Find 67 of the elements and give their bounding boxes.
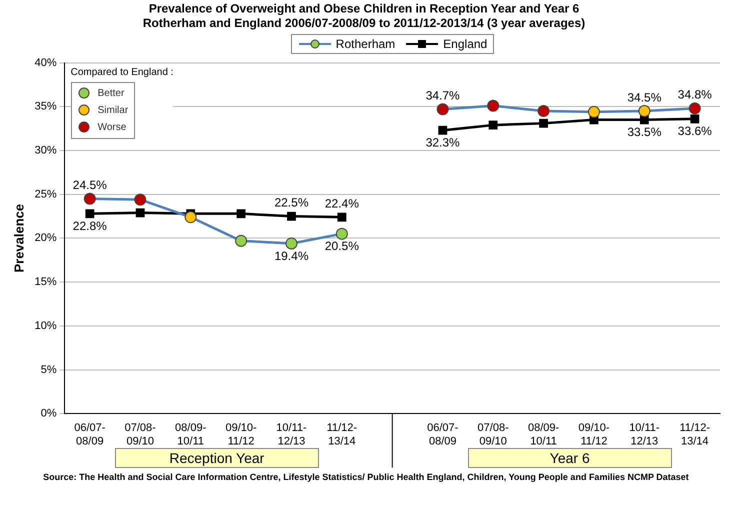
y-tick-label: 30%	[34, 144, 57, 157]
data-label: 33.6%	[678, 124, 712, 138]
point	[538, 105, 550, 118]
legend-label: Similar	[98, 104, 128, 116]
point	[436, 103, 449, 116]
x-tick-label: 11/12-13/14	[326, 422, 358, 448]
data-label: 22.4%	[324, 196, 360, 210]
x-tick-label: 06/07-08/09	[427, 422, 459, 448]
data-label: 33.5%	[627, 125, 662, 140]
x-tick-label: 08/09-10/11	[528, 422, 560, 448]
point	[539, 118, 548, 128]
point	[638, 105, 650, 118]
point	[136, 208, 145, 218]
x-tick-label: 07/08-09/10	[124, 422, 156, 448]
point	[487, 100, 500, 112]
text: Reception Year	[115, 448, 319, 468]
data-label: 34.5%	[627, 90, 662, 104]
x-tick-label: 09/10-11/12	[578, 422, 610, 448]
legend-label: Better	[98, 88, 124, 99]
text: Year 6	[468, 448, 672, 468]
point	[134, 194, 146, 206]
point	[488, 120, 498, 130]
x-tick-label: 07/08-09/10	[478, 422, 510, 448]
y-tick-label: 10%	[34, 320, 57, 332]
chart-subtitle: Rotherham and England 2006/07-2008/09 to 2011/12-2013/14 (3 year averages)	[142, 16, 586, 30]
y-tick-label: 15%	[34, 276, 57, 288]
point	[438, 126, 448, 135]
point	[690, 114, 700, 124]
y-tick-label: 40%	[34, 56, 57, 69]
x-tick-label: 10/11-12/13	[629, 422, 660, 448]
point	[285, 237, 298, 250]
point	[640, 115, 649, 124]
point	[85, 209, 94, 218]
point	[336, 228, 348, 240]
y-axis-title: Prevalence	[11, 204, 26, 273]
chart-title: Prevalence of Overweight and Obese Children in Reception Year and Year 6	[148, 2, 580, 16]
point	[337, 212, 346, 222]
point	[688, 102, 701, 114]
data-label: 22.8%	[72, 218, 108, 233]
x-tick-label: 08/09-10/11	[175, 422, 207, 448]
point	[84, 192, 96, 205]
x-tick-label: 11/12-13/14	[680, 422, 710, 448]
x-tick-label: 06/07-08/09	[74, 422, 106, 448]
data-label: 20.5%	[324, 239, 360, 254]
y-tick-label: 0%	[40, 408, 57, 420]
y-tick-label: 35%	[34, 100, 57, 113]
y-tick-label: 20%	[34, 232, 57, 244]
point	[235, 234, 248, 247]
point	[184, 211, 197, 224]
legend-label: Rotherham	[336, 36, 396, 51]
point	[287, 212, 296, 221]
point	[588, 106, 600, 118]
data-label: 34.7%	[426, 88, 460, 103]
data-label: 34.8%	[678, 88, 712, 102]
x-tick-label: 10/11-12/13	[276, 422, 308, 448]
source-note: Source: The Health and Social Care Information Centre, Lifestyle Statistics/ Public Health England, Children, Young People and Families NCMP Dataset	[42, 472, 690, 482]
y-tick-label: 25%	[34, 188, 57, 200]
legend-title: Compared to England :	[70, 66, 174, 78]
y-tick-label: 5%	[40, 364, 57, 376]
data-label: 32.3%	[426, 136, 460, 150]
data-label: 22.5%	[274, 196, 309, 210]
data-label: 24.5%	[72, 178, 108, 192]
legend-label: Worse	[98, 122, 126, 133]
data-label: 19.4%	[274, 248, 309, 263]
point	[236, 209, 246, 218]
legend-label: England	[443, 36, 488, 51]
x-tick-label: 09/10-11/12	[225, 422, 257, 448]
